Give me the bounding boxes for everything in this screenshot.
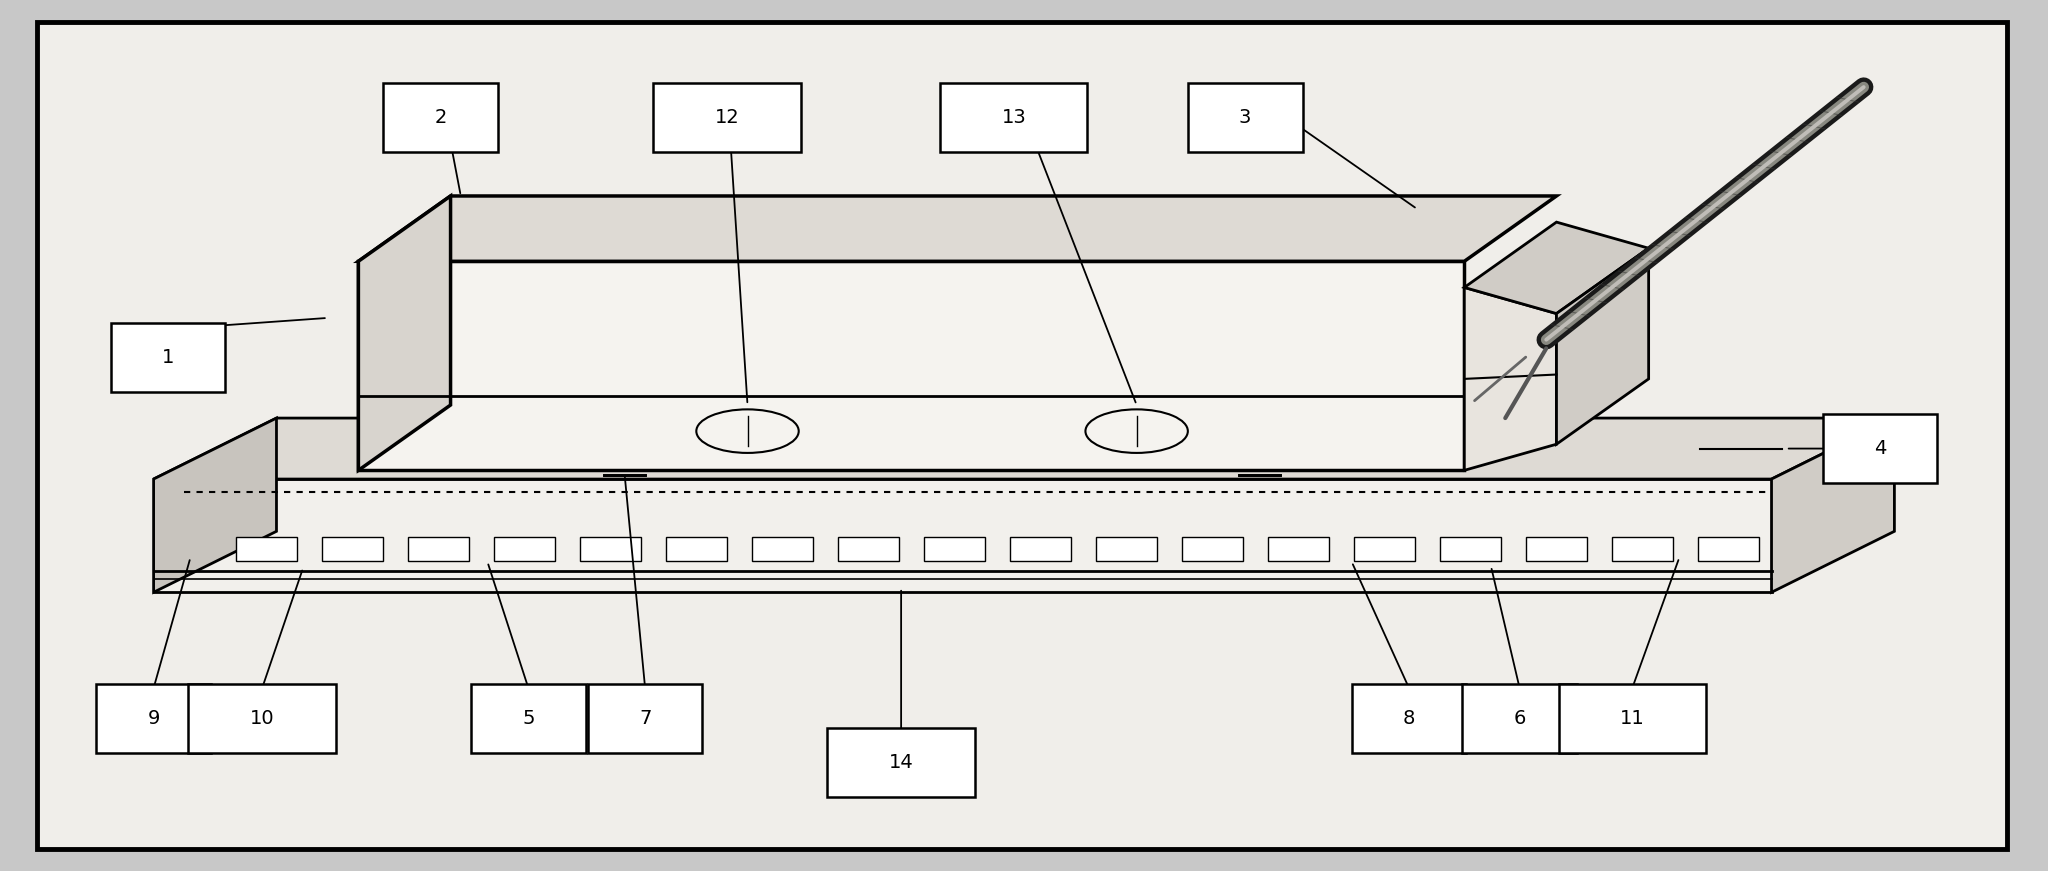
FancyBboxPatch shape: [188, 685, 336, 753]
Polygon shape: [1268, 537, 1329, 561]
Polygon shape: [1440, 537, 1501, 561]
FancyBboxPatch shape: [111, 323, 225, 392]
FancyBboxPatch shape: [471, 685, 586, 753]
Text: 2: 2: [434, 108, 446, 127]
Polygon shape: [358, 196, 1556, 261]
Text: 6: 6: [1513, 709, 1526, 728]
FancyBboxPatch shape: [383, 84, 498, 152]
Polygon shape: [1096, 537, 1157, 561]
FancyBboxPatch shape: [1352, 685, 1466, 753]
Text: 14: 14: [889, 753, 913, 772]
Text: 9: 9: [147, 709, 160, 728]
FancyBboxPatch shape: [96, 685, 211, 753]
FancyBboxPatch shape: [588, 685, 702, 753]
Polygon shape: [408, 537, 469, 561]
Polygon shape: [666, 537, 727, 561]
FancyBboxPatch shape: [1462, 685, 1577, 753]
Polygon shape: [1464, 287, 1556, 470]
Polygon shape: [1464, 222, 1649, 314]
Text: 11: 11: [1620, 709, 1645, 728]
Polygon shape: [1526, 537, 1587, 561]
FancyBboxPatch shape: [1823, 415, 1937, 483]
Text: 5: 5: [522, 709, 535, 728]
FancyBboxPatch shape: [1188, 84, 1303, 152]
Polygon shape: [494, 537, 555, 561]
Polygon shape: [358, 196, 451, 470]
Polygon shape: [1772, 418, 1894, 592]
Polygon shape: [154, 479, 1772, 592]
Text: 12: 12: [715, 108, 739, 127]
Polygon shape: [358, 261, 1464, 470]
Polygon shape: [322, 537, 383, 561]
Text: 3: 3: [1239, 108, 1251, 127]
Text: 1: 1: [162, 348, 174, 367]
Text: 10: 10: [250, 709, 274, 728]
Text: 7: 7: [639, 709, 651, 728]
Polygon shape: [154, 418, 1894, 479]
Polygon shape: [1698, 537, 1759, 561]
Text: 8: 8: [1403, 709, 1415, 728]
Polygon shape: [924, 537, 985, 561]
Polygon shape: [236, 537, 297, 561]
Polygon shape: [1010, 537, 1071, 561]
Polygon shape: [1182, 537, 1243, 561]
Text: 13: 13: [1001, 108, 1026, 127]
Polygon shape: [1556, 248, 1649, 444]
FancyBboxPatch shape: [37, 22, 2007, 849]
Polygon shape: [1612, 537, 1673, 561]
FancyBboxPatch shape: [827, 728, 975, 796]
FancyBboxPatch shape: [653, 84, 801, 152]
Polygon shape: [580, 537, 641, 561]
Polygon shape: [838, 537, 899, 561]
FancyBboxPatch shape: [940, 84, 1087, 152]
Polygon shape: [154, 418, 276, 592]
Text: 4: 4: [1874, 439, 1886, 458]
Polygon shape: [1354, 537, 1415, 561]
Polygon shape: [752, 537, 813, 561]
FancyBboxPatch shape: [1559, 685, 1706, 753]
